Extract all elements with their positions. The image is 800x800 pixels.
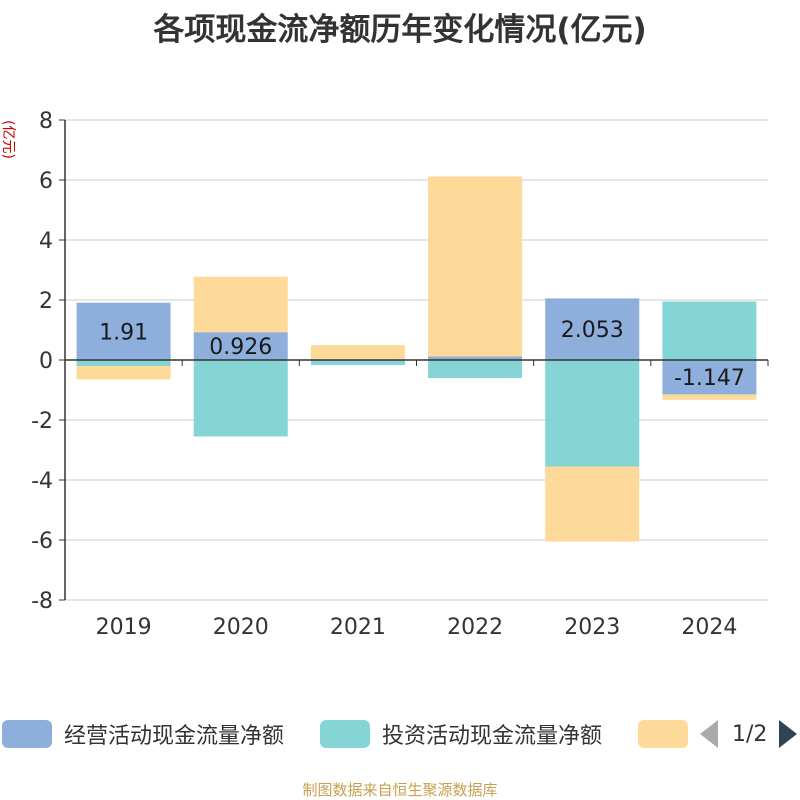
bar-investing-2021[interactable] — [310, 360, 405, 366]
y-tick-label: 2 — [39, 289, 53, 314]
x-tick-label: 2020 — [213, 615, 269, 640]
x-tick-label: 2022 — [447, 615, 503, 640]
y-tick-label: -2 — [31, 409, 53, 434]
legend-swatch-operating — [2, 720, 52, 748]
legend-item-investing[interactable]: 投资活动现金流量净额 — [320, 716, 602, 752]
axes: 8 6 4 2 0 -2 -4 -6 -8 2019 2020 2021 2022 2023 2024 — [31, 109, 769, 640]
bar-operating-2020[interactable] — [193, 332, 288, 360]
legend: 经营活动现金流量净额 投资活动现金流量净额 1/2 — [0, 716, 800, 756]
y-tick-label: -6 — [31, 529, 53, 554]
legend-label-investing: 投资活动现金流量净额 — [382, 724, 603, 749]
data-labels: 1.91 0.926 2.053 -1.147 — [99, 318, 745, 391]
y-tick-label: 8 — [39, 109, 53, 134]
bars — [76, 176, 757, 542]
bar-investing-2020[interactable] — [193, 360, 288, 437]
bar-investing-2022[interactable] — [428, 360, 523, 378]
data-label-2024: -1.147 — [674, 366, 745, 391]
stacked-bar-chart: 8 6 4 2 0 -2 -4 -6 -8 2019 2020 2021 2022 2023 2024 1.… — [0, 109, 769, 640]
data-label-2023: 2.053 — [561, 318, 624, 343]
x-tick-label: 2021 — [330, 615, 386, 640]
legend-label-operating: 经营活动现金流量净额 — [64, 724, 285, 749]
chart-title: 各项现金流净额历年变化情况(亿元) — [153, 12, 647, 48]
legend-item-financing[interactable] — [638, 716, 688, 752]
x-tick-label: 2023 — [564, 615, 620, 640]
data-label-2019: 1.91 — [99, 320, 148, 345]
legend-pager: 1/2 — [700, 716, 798, 752]
bar-operating-2019[interactable] — [76, 302, 171, 360]
bar-investing-2019[interactable] — [76, 360, 171, 366]
bar-financing-2019[interactable] — [76, 366, 171, 380]
bar-financing-2023[interactable] — [545, 466, 640, 542]
bar-financing-2020[interactable] — [193, 276, 288, 333]
bar-operating-2023[interactable] — [545, 298, 640, 360]
bar-financing-2021[interactable] — [310, 345, 405, 360]
y-tick-label: -4 — [31, 469, 53, 494]
bar-operating-2022[interactable] — [428, 356, 523, 360]
y-tick-label: 4 — [39, 229, 53, 254]
previous-page-icon[interactable] — [700, 720, 718, 748]
page-indicator: 1/2 — [732, 721, 768, 747]
bar-investing-2024[interactable] — [662, 301, 757, 361]
next-page-icon[interactable] — [779, 720, 798, 748]
bar-financing-2024[interactable] — [662, 394, 757, 400]
y-tick-label: -8 — [31, 589, 53, 614]
bar-financing-2022[interactable] — [428, 176, 523, 357]
x-tick-label: 2024 — [681, 615, 737, 640]
y-tick-label: 0 — [39, 349, 53, 374]
y-tick-label: 6 — [39, 169, 53, 194]
legend-item-operating[interactable]: 经营活动现金流量净额 — [2, 716, 284, 752]
legend-swatch-investing — [320, 720, 370, 748]
bar-operating-2024[interactable] — [662, 360, 757, 395]
legend-swatch-financing — [638, 720, 688, 748]
y-unit-label: (亿元) — [0, 120, 16, 159]
data-source-note: 制图数据来自恒生聚源数据库 — [302, 781, 498, 799]
bar-investing-2023[interactable] — [545, 360, 640, 467]
x-tick-label: 2019 — [96, 615, 152, 640]
data-label-2020: 0.926 — [209, 335, 272, 360]
grid-lines — [65, 119, 768, 601]
